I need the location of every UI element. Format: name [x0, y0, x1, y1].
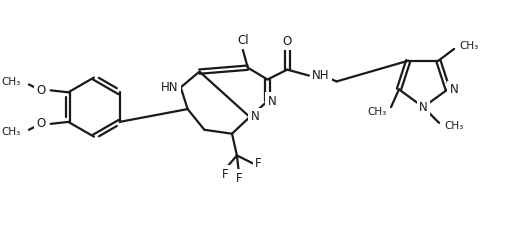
Text: N: N	[251, 110, 260, 123]
Text: CH₃: CH₃	[2, 127, 21, 137]
Text: F: F	[236, 172, 242, 185]
Text: CH₃: CH₃	[368, 107, 387, 117]
Text: CH₃: CH₃	[459, 41, 478, 51]
Text: N: N	[419, 101, 428, 114]
Text: HN: HN	[161, 81, 179, 94]
Text: O: O	[283, 35, 292, 48]
Text: O: O	[37, 117, 45, 130]
Text: F: F	[222, 168, 229, 181]
Text: CH₃: CH₃	[444, 121, 463, 131]
Text: F: F	[255, 157, 262, 170]
Text: NH: NH	[312, 69, 329, 82]
Text: CH₃: CH₃	[2, 77, 21, 87]
Text: Cl: Cl	[237, 33, 249, 46]
Text: O: O	[37, 84, 45, 97]
Text: N: N	[449, 83, 458, 96]
Text: N: N	[267, 95, 276, 108]
